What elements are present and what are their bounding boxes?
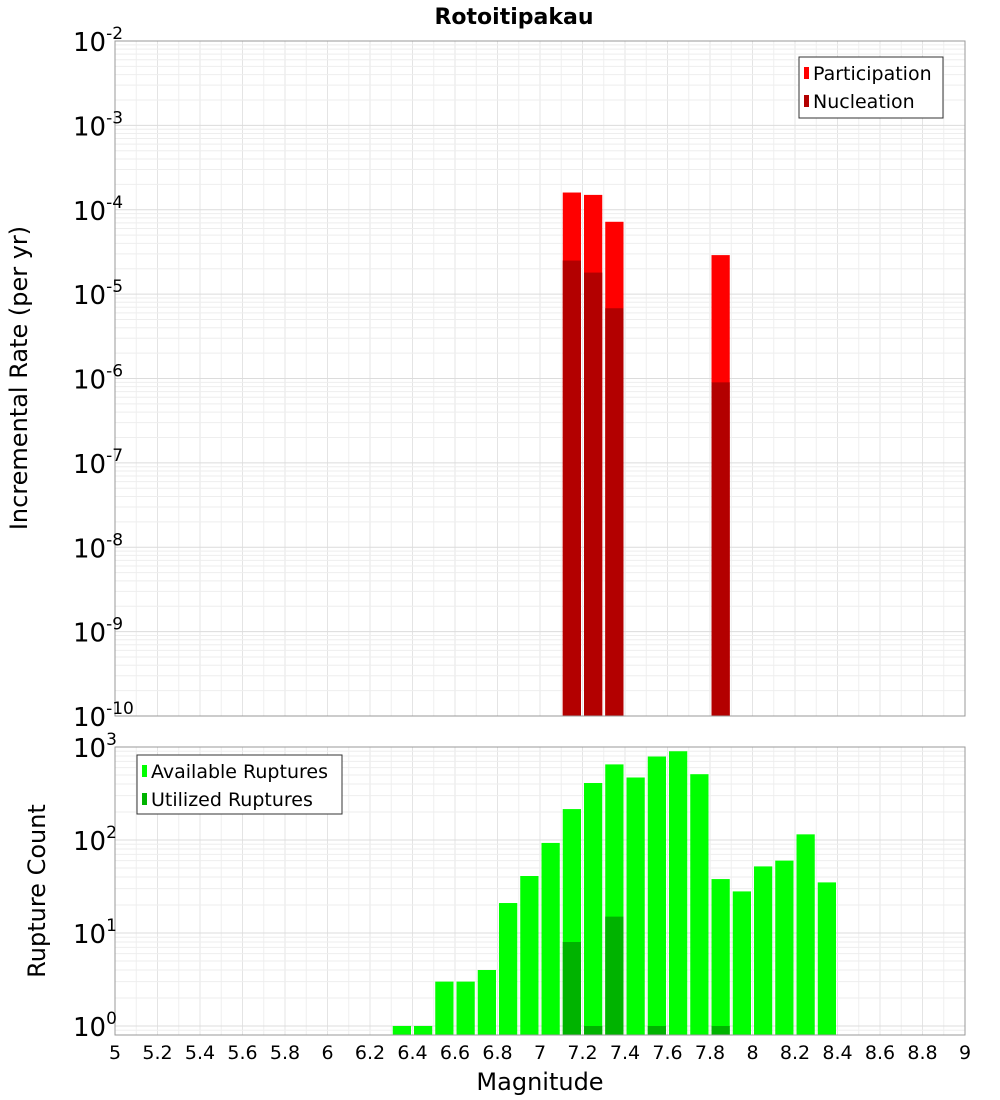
legend-label: Available Ruptures: [151, 761, 328, 783]
top-legend: Participation Nucleation: [798, 56, 944, 119]
y-tick-label: 10-9: [73, 615, 123, 649]
x-tick-label: 5: [109, 1042, 121, 1064]
x-tick-label: 6.8: [482, 1042, 512, 1064]
top-plot-frame: [114, 40, 966, 717]
bottom-legend: Available Ruptures Utilized Ruptures: [136, 754, 343, 815]
x-tick-label: 5.4: [185, 1042, 215, 1064]
x-tick-label: 6: [321, 1042, 333, 1064]
x-tick-label: 8: [746, 1042, 758, 1064]
rate-bar-secondary: [605, 308, 624, 716]
chart-title: Rotoitipakau: [434, 5, 593, 30]
bottom-plot-frame: [114, 746, 966, 1036]
bottom-y-ticks: 100 101 102 103: [73, 730, 117, 1043]
top-bars: [562, 192, 730, 717]
x-tick-label: 5.6: [227, 1042, 257, 1064]
count-bar-primary: [541, 842, 560, 1035]
y-tick-label: 102: [73, 823, 117, 857]
x-tick-label: 8.2: [780, 1042, 810, 1064]
count-bar-secondary: [605, 916, 624, 1035]
bottom-bars: [392, 751, 836, 1035]
x-tick-label: 9: [959, 1042, 971, 1064]
legend-swatch: [804, 67, 809, 79]
y-tick-label: 10-3: [73, 108, 123, 142]
legend-label: Nucleation: [813, 91, 915, 113]
rate-bar-secondary: [562, 260, 581, 716]
count-bar-primary: [669, 751, 688, 1035]
x-tick-label: 6.4: [397, 1042, 427, 1064]
y-tick-label: 10-4: [73, 193, 123, 227]
x-tick-label: 8.8: [907, 1042, 937, 1064]
x-tick-label: 8.6: [865, 1042, 895, 1064]
y-tick-label: 10-2: [73, 24, 123, 58]
count-bar-primary: [414, 1025, 433, 1035]
count-bar-primary: [584, 783, 603, 1035]
top-y-ticks: 10-10 10-9 10-8 10-7 10-6 10-5 10-4 10-3 10-2: [73, 24, 134, 733]
y-tick-label: 103: [73, 730, 117, 764]
legend-swatch: [804, 95, 809, 107]
count-bar-primary: [754, 866, 773, 1035]
x-tick-label: 5.8: [270, 1042, 300, 1064]
rate-bar-secondary: [584, 272, 603, 716]
legend-swatch: [142, 765, 147, 777]
y-tick-label: 100: [73, 1009, 117, 1043]
count-bar-primary: [477, 969, 496, 1035]
count-bar-primary: [456, 981, 475, 1035]
count-bar-secondary: [711, 1025, 730, 1035]
top-grid: [114, 40, 966, 717]
y-tick-label: 10-5: [73, 277, 123, 311]
x-tick-label: 7.8: [695, 1042, 725, 1064]
x-tick-label: 6.6: [440, 1042, 470, 1064]
x-tick-label: 7.2: [567, 1042, 597, 1064]
count-bar-secondary: [647, 1025, 666, 1035]
x-tick-label: 7.4: [610, 1042, 640, 1064]
bottom-y-axis-label: Rupture Count: [23, 804, 51, 978]
y-tick-label: 10-8: [73, 530, 123, 564]
count-bar-primary: [392, 1025, 411, 1035]
legend-box: [136, 754, 343, 815]
x-tick-label: 8.4: [822, 1042, 852, 1064]
count-bar-secondary: [584, 1025, 603, 1035]
count-bar-primary: [775, 860, 794, 1035]
count-bar-primary: [647, 756, 666, 1035]
count-bar-primary: [626, 777, 645, 1035]
count-bar-primary: [817, 882, 836, 1035]
legend-box: [798, 56, 944, 119]
x-tick-label: 5.2: [142, 1042, 172, 1064]
x-tick-label: 7.6: [652, 1042, 682, 1064]
count-bar-primary: [520, 876, 539, 1035]
x-axis-label: Magnitude: [476, 1068, 603, 1096]
count-bar-primary: [690, 774, 709, 1035]
top-y-axis-label: Incremental Rate (per yr): [5, 226, 33, 530]
count-bar-secondary: [562, 942, 581, 1035]
rate-bar-secondary: [711, 382, 730, 716]
count-bar-primary: [732, 891, 751, 1035]
count-bar-primary: [796, 834, 815, 1035]
legend-label: Participation: [813, 63, 932, 85]
x-tick-label: 6.2: [355, 1042, 385, 1064]
count-bar-primary: [499, 903, 518, 1035]
y-tick-label: 10-10: [73, 699, 134, 733]
legend-label: Utilized Ruptures: [151, 789, 313, 811]
bottom-plot: 100 101 102 103 5 5.2 5.4 5.6 5.8 6 6.2 6.4 6.6 6.8 7…: [23, 730, 971, 1096]
top-plot: 10-10 10-9 10-8 10-7 10-6 10-5 10-4 10-3 10-2 In…: [5, 24, 966, 733]
y-tick-label: 10-7: [73, 446, 123, 480]
y-tick-label: 101: [73, 916, 117, 950]
count-bar-primary: [711, 879, 730, 1035]
y-tick-label: 10-6: [73, 362, 123, 396]
count-bar-primary: [435, 981, 454, 1035]
x-tick-label: 7: [534, 1042, 546, 1064]
x-ticks: 5 5.2 5.4 5.6 5.8 6 6.2 6.4 6.6 6.8 7 7.2 7.4 7.6 7.8 8…: [109, 1042, 971, 1064]
legend-swatch: [142, 793, 147, 805]
